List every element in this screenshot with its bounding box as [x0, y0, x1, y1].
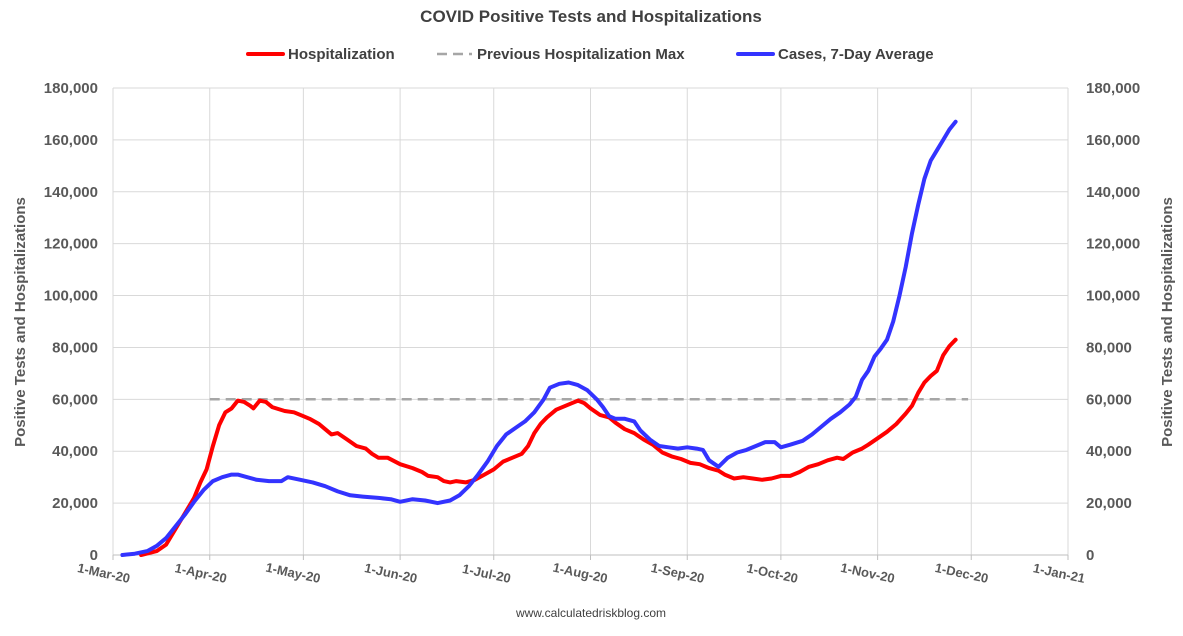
- y-tick-label-right: 40,000: [1086, 443, 1132, 460]
- y-tick-label-left: 140,000: [44, 184, 98, 201]
- y-tick-label-right: 160,000: [1086, 132, 1140, 149]
- legend-label: Cases, 7-Day Average: [778, 46, 934, 63]
- y-tick-label-right: 80,000: [1086, 339, 1132, 356]
- series-line-hospitalization: [139, 337, 958, 557]
- y-axis-right-ticks: 0 20,000 40,000 60,000 80,000 100,000 120,000 1…: [1086, 80, 1140, 564]
- y-axis-title-left: Positive Tests and Hospitalizations: [12, 197, 29, 447]
- legend-label: Hospitalization: [288, 46, 395, 63]
- y-tick-label-right: 100,000: [1086, 288, 1140, 305]
- y-tick-label-left: 20,000: [52, 495, 98, 512]
- y-tick-label-right: 180,000: [1086, 80, 1140, 97]
- x-tick-label: 1-Mar-20: [76, 560, 131, 586]
- y-tick-label-right: 140,000: [1086, 184, 1140, 201]
- y-axis-title-right: Positive Tests and Hospitalizations: [1159, 197, 1176, 447]
- legend-label: Previous Hospitalization Max: [477, 46, 685, 63]
- y-tick-label-left: 60,000: [52, 391, 98, 408]
- y-tick-label-left: 80,000: [52, 339, 98, 356]
- y-tick-label-right: 60,000: [1086, 391, 1132, 408]
- y-tick-label-left: 180,000: [44, 80, 98, 97]
- legend: Hospitalization Previous Hospitalization …: [246, 46, 934, 63]
- x-tick-label: 1-Jan-21: [1032, 560, 1087, 586]
- x-tick-label: 1-Oct-20: [745, 560, 799, 585]
- x-tick-label: 1-Sep-20: [650, 560, 706, 586]
- y-tick-label-right: 120,000: [1086, 236, 1140, 253]
- chart-title: COVID Positive Tests and Hospitalization…: [420, 7, 762, 26]
- y-tick-label-right: 20,000: [1086, 495, 1132, 512]
- x-tick-label: 1-May-20: [264, 560, 322, 586]
- series-layer: [120, 119, 969, 557]
- x-axis-ticks: 1-Mar-20 1-Apr-20 1-May-20 1-Jun-20 1-Jul-20…: [76, 555, 1086, 586]
- source-text: www.calculatedriskblog.com: [515, 606, 666, 620]
- y-tick-label-left: 120,000: [44, 236, 98, 253]
- y-tick-label-left: 0: [90, 547, 98, 564]
- x-tick-label: 1-Nov-20: [839, 560, 896, 586]
- y-axis-left-ticks: 0 20,000 40,000 60,000 80,000 100,000 120,000 1…: [44, 80, 98, 564]
- y-tick-label-left: 160,000: [44, 132, 98, 149]
- y-tick-label-left: 40,000: [52, 443, 98, 460]
- series-line-cases-7-day-average: [120, 119, 958, 557]
- gridlines: [113, 87, 1068, 555]
- x-tick-label: 1-Jun-20: [363, 560, 418, 586]
- y-tick-label-right: 0: [1086, 547, 1094, 564]
- x-tick-label: 1-Dec-20: [934, 560, 990, 586]
- y-tick-label-left: 100,000: [44, 288, 98, 305]
- x-tick-label: 1-Jul-20: [461, 561, 512, 586]
- x-tick-label: 1-Apr-20: [174, 560, 229, 586]
- x-tick-label: 1-Aug-20: [551, 560, 609, 586]
